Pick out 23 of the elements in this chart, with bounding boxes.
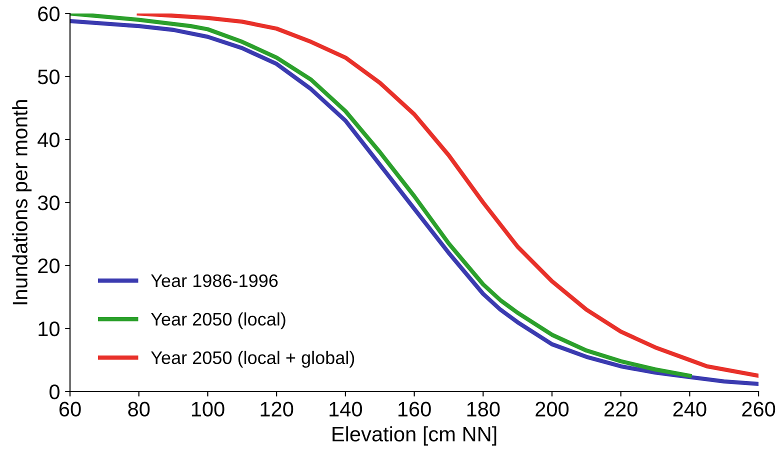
x-tick-label: 200: [536, 402, 569, 417]
x-tick-label: 80: [128, 402, 150, 417]
x-tick-label: 180: [467, 402, 500, 417]
x-tick-label: 240: [673, 402, 706, 417]
y-tick-label: 0: [50, 384, 60, 400]
legend-label: Year 2050 (local): [150, 312, 286, 330]
y-axis-title: Inundations per month: [12, 100, 32, 304]
x-tick-label: 60: [59, 402, 81, 417]
x-tick-label: 260: [742, 402, 776, 417]
y-tick-label: 30: [38, 196, 60, 210]
y-tick-label: 20: [38, 258, 60, 274]
y-tick-label: 10: [38, 322, 60, 336]
x-tick-label: 220: [604, 402, 638, 417]
y-tick-label: 50: [38, 70, 60, 84]
legend-label: Year 1986-1996: [150, 274, 278, 288]
y-tick-label: 40: [38, 132, 60, 148]
x-tick-label: 100: [192, 402, 224, 417]
x-tick-label: 120: [260, 402, 294, 417]
x-tick-label: 140: [330, 402, 362, 417]
legend-label: Year 2050 (local + global): [150, 350, 354, 368]
x-axis-title: Elevation [cm NN]: [332, 426, 496, 446]
x-tick-label: 160: [398, 402, 431, 417]
y-tick-label: 60: [38, 6, 60, 22]
